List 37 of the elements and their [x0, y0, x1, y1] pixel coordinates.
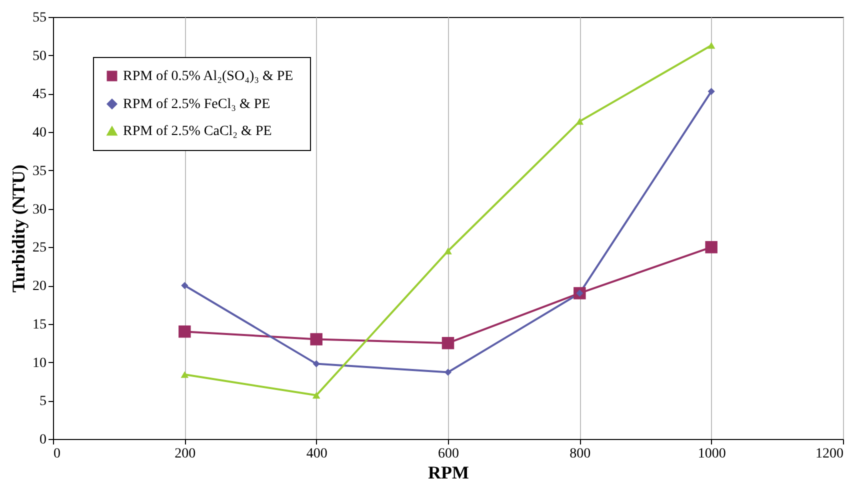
y-tick-label: 0 [40, 432, 46, 448]
point [181, 282, 188, 290]
point [444, 248, 452, 254]
y-tick-label: 30 [32, 202, 46, 218]
point [180, 371, 189, 378]
legend-label: RPM of 2.5% FeCl₃ & PE [123, 97, 270, 112]
y-tick-label: 20 [32, 279, 46, 294]
x-tick-label: 1200 [816, 446, 844, 462]
point [708, 88, 715, 95]
x-tick-label: 1000 [698, 446, 726, 462]
point [312, 360, 320, 368]
x-tick-label: 600 [438, 446, 459, 462]
point [707, 42, 716, 49]
point [444, 368, 452, 376]
y-tick-label: 10 [32, 356, 46, 371]
point [178, 325, 191, 338]
x-tick-label: 0 [54, 446, 60, 462]
y-tick-label: 25 [32, 240, 46, 256]
x-axis-title: RPM [428, 462, 469, 482]
y-tick-label: 50 [32, 48, 46, 64]
point [312, 392, 320, 399]
point [705, 241, 718, 254]
x-tick-label: 400 [306, 446, 328, 462]
x-tick-label: 200 [174, 446, 196, 462]
legend-label: RPM of 0.5% Al₂(SO₄)₃ & PE [123, 69, 294, 84]
y-tick-label: 35 [32, 164, 46, 179]
point [576, 118, 584, 125]
point [310, 333, 322, 346]
y-axis-title: Turbidity (NTU) [8, 164, 28, 292]
point [442, 336, 454, 350]
legend-label: RPM of 2.5% CaCl₂ & PE [123, 124, 272, 139]
y-tick-label: 5 [40, 394, 46, 410]
y-tick-label: 55 [32, 10, 46, 26]
y-tick-label: 45 [32, 87, 46, 102]
y-tick-label: 40 [32, 126, 46, 141]
y-tick-label: 15 [32, 317, 46, 332]
x-tick-label: 800 [570, 446, 591, 462]
